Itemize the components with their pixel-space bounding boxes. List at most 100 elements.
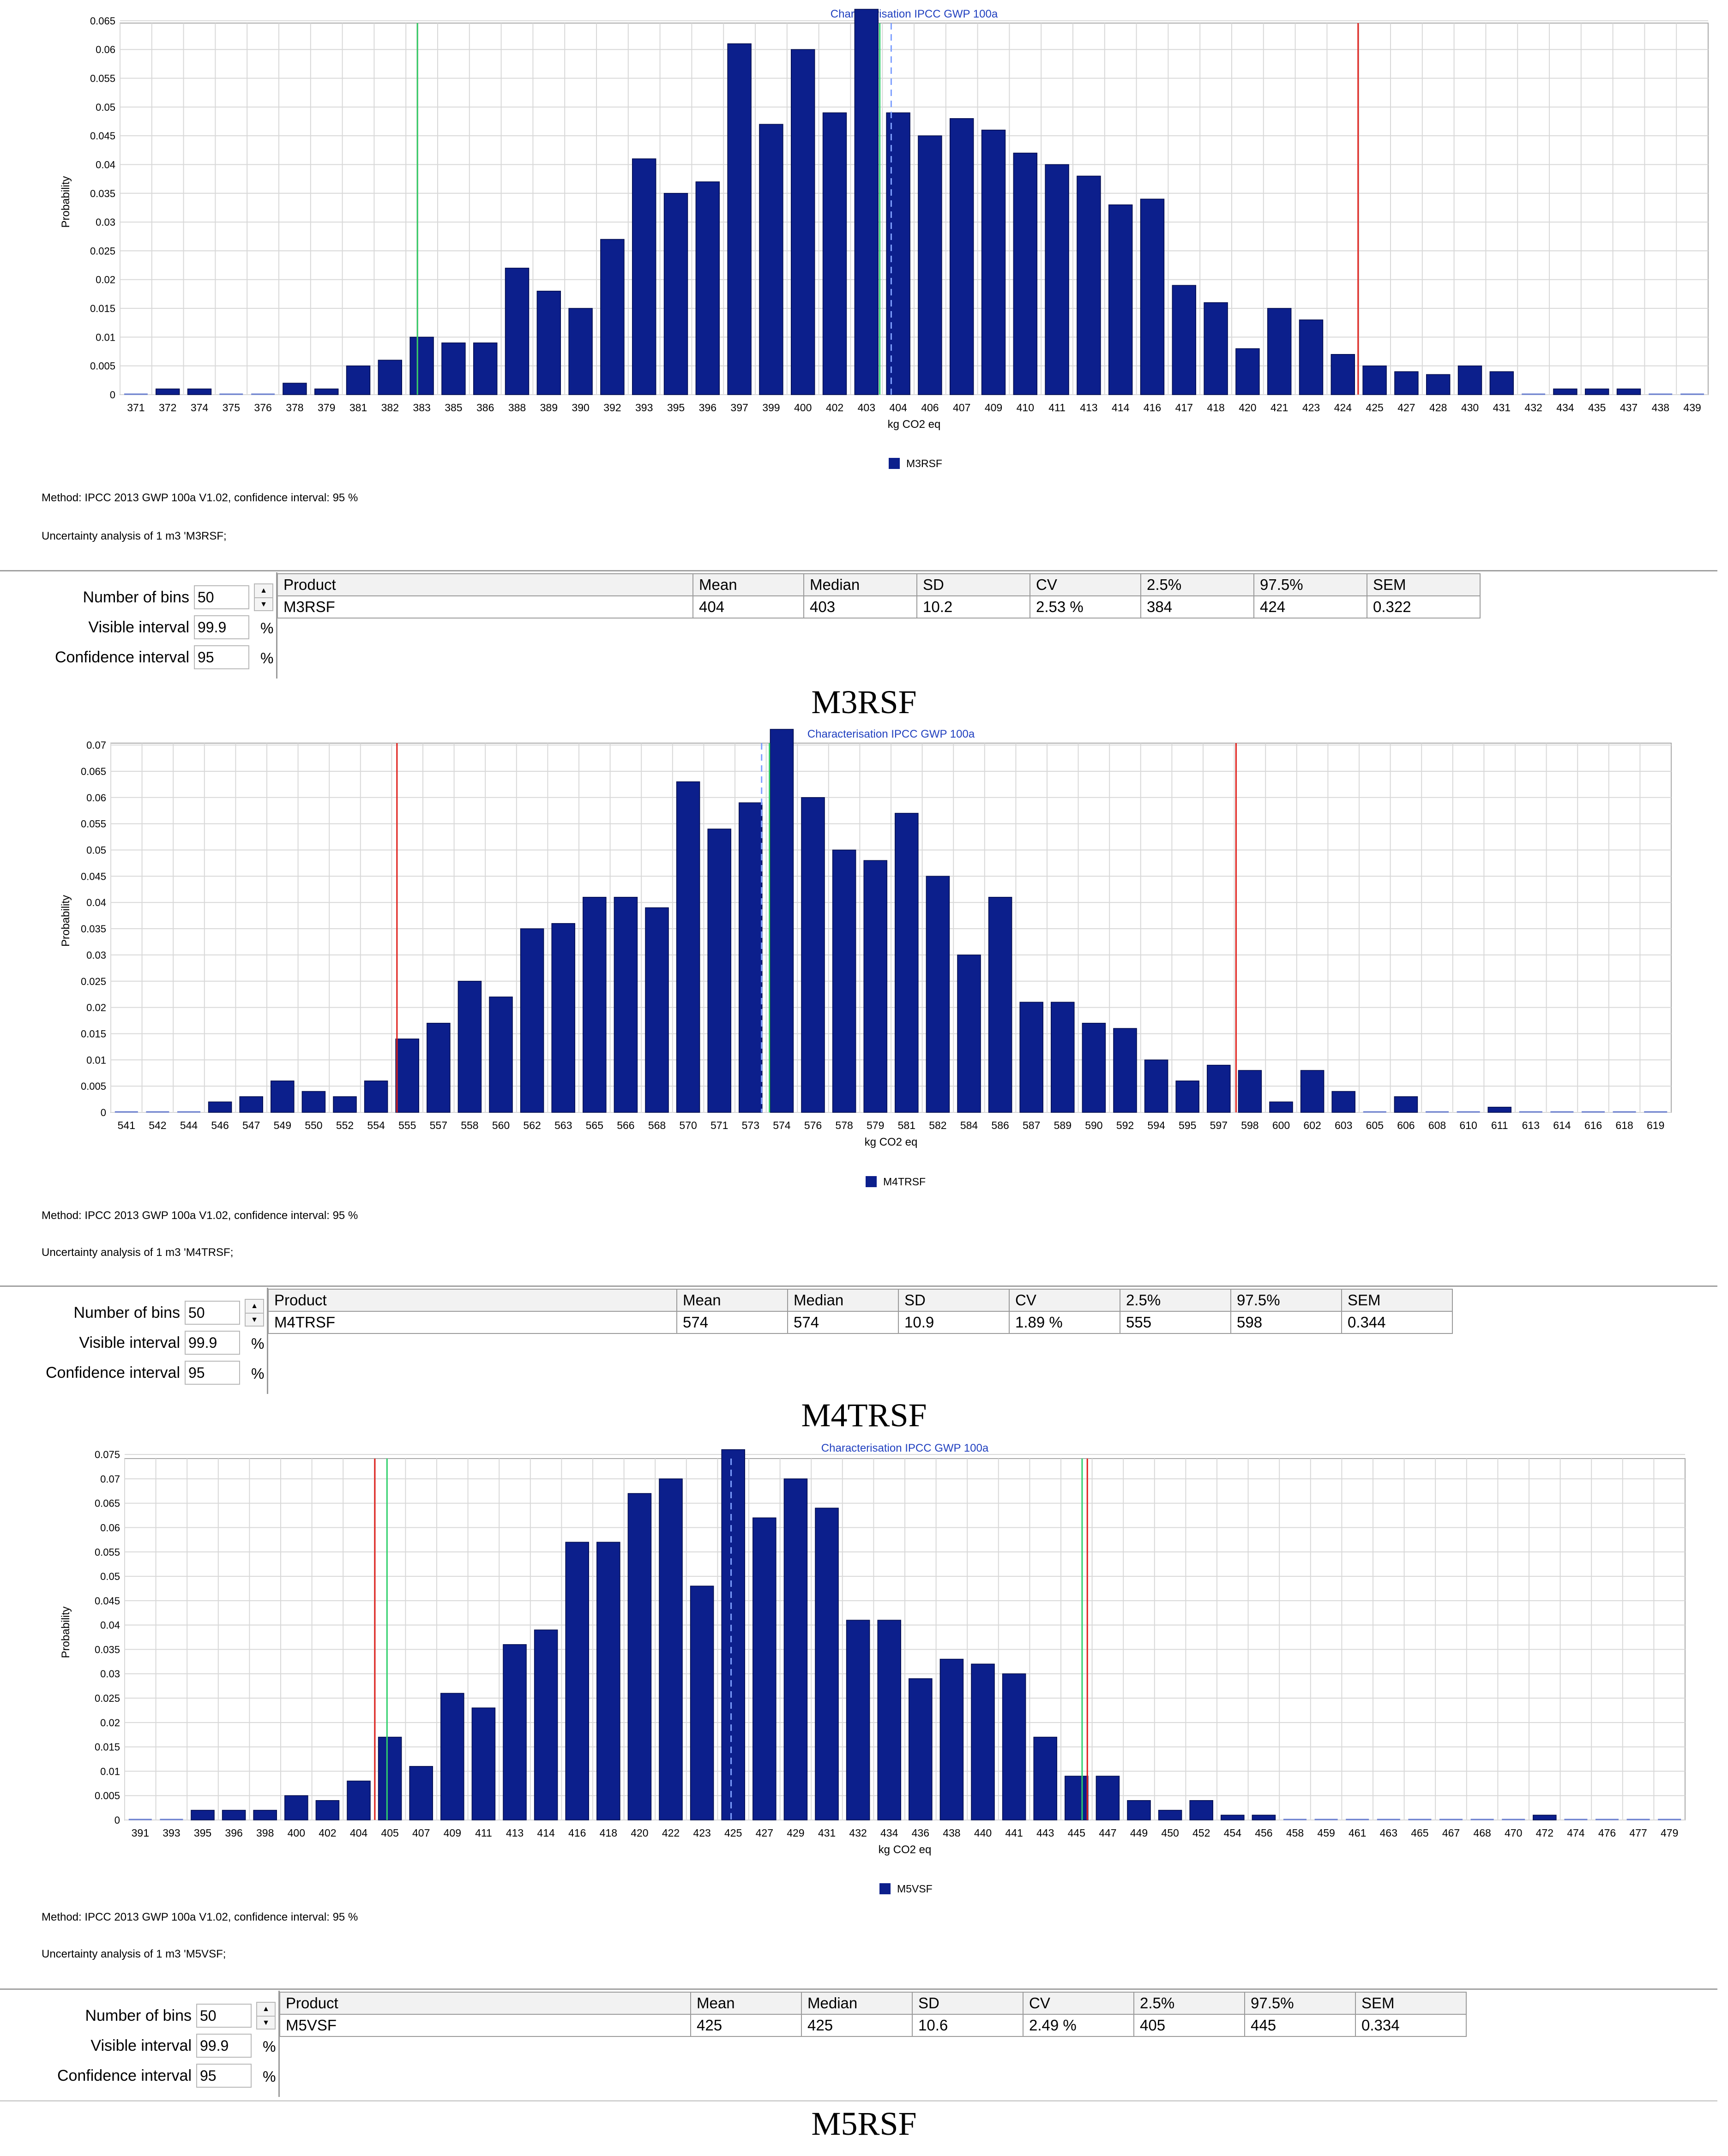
bar: [1172, 285, 1197, 395]
col-2p5: 2.5%: [1133, 1992, 1245, 2015]
bar: [854, 9, 879, 395]
x-tick-label: 589: [1054, 1119, 1072, 1131]
y-tick-label: 0.06: [100, 1522, 120, 1533]
x-tick-label: 605: [1366, 1119, 1384, 1131]
x-tick-label: 383: [413, 402, 430, 414]
x-tick-label: 431: [818, 1827, 836, 1839]
x-tick-label: 463: [1380, 1827, 1397, 1839]
bins-spinner[interactable]: ▲ ▼: [245, 1299, 264, 1327]
x-tick-label: 606: [1397, 1119, 1415, 1131]
bins-input[interactable]: 50: [196, 2004, 252, 2028]
col-cv: CV: [1030, 573, 1141, 596]
divider: [0, 570, 1717, 571]
bar: [1331, 354, 1355, 395]
spin-down-icon[interactable]: ▼: [246, 1313, 263, 1326]
x-tick-label: 542: [149, 1119, 166, 1131]
x-tick-label: 449: [1130, 1827, 1148, 1839]
stats-table: Product Mean Median SD CV 2.5% 97.5% SEM…: [277, 573, 1481, 619]
spin-down-icon[interactable]: ▼: [255, 597, 272, 610]
bar: [1426, 374, 1451, 395]
y-tick-label: 0: [110, 389, 115, 401]
bar: [783, 1478, 808, 1820]
bar: [284, 1795, 308, 1820]
bins-input[interactable]: 50: [194, 585, 249, 609]
visible-label: Visible interval: [79, 1334, 180, 1351]
figure-caption: M5RSF: [811, 2105, 917, 2142]
col-mean: Mean: [690, 1992, 802, 2015]
table-row[interactable]: M3RSF 404 403 10.2 2.53 % 384 424 0.322: [277, 595, 1481, 619]
bar: [770, 729, 794, 1113]
y-tick-label: 0.035: [95, 1644, 120, 1655]
table-row[interactable]: M5VSF 425 425 10.6 2.49 % 405 445 0.334: [279, 2014, 1467, 2037]
y-tick-label: 0.015: [95, 1742, 120, 1753]
bar: [971, 1664, 995, 1820]
bins-label: Number of bins: [83, 589, 189, 606]
col-2p5: 2.5%: [1120, 1289, 1231, 1312]
bar: [1207, 1064, 1231, 1113]
legend-swatch: [889, 458, 900, 469]
x-tick-label: 393: [635, 402, 653, 414]
figure-caption: M3RSF: [811, 684, 917, 721]
bar: [378, 1736, 402, 1820]
x-tick-label: 407: [412, 1827, 430, 1839]
bar: [1362, 365, 1387, 395]
x-tick-label: 461: [1349, 1827, 1366, 1839]
bar: [520, 928, 544, 1113]
visible-label: Visible interval: [90, 2037, 192, 2054]
histogram-chart: Characterisation IPCC GWP 100a00.0050.01…: [60, 8, 1709, 469]
x-tick-label: 382: [381, 402, 399, 414]
bar: [565, 1542, 589, 1820]
bar: [534, 1629, 558, 1820]
x-tick-label: 562: [523, 1119, 541, 1131]
bins-spinner[interactable]: ▲ ▼: [256, 2002, 276, 2030]
x-tick-label: 395: [194, 1827, 211, 1839]
y-tick-label: 0.02: [86, 1002, 106, 1014]
y-tick-label: 0.075: [95, 1449, 120, 1460]
x-tick-label: 445: [1068, 1827, 1085, 1839]
legend-swatch: [866, 1176, 877, 1187]
legend-label: M5VSF: [897, 1883, 933, 1895]
cell-2p5: 405: [1133, 2014, 1245, 2037]
col-sem: SEM: [1367, 573, 1481, 596]
table-row[interactable]: M4TRSF 574 574 10.9 1.89 % 555 598 0.344: [268, 1311, 1453, 1334]
y-tick-label: 0.005: [95, 1790, 120, 1802]
bar: [409, 1766, 433, 1820]
bar: [583, 897, 607, 1113]
spin-down-icon[interactable]: ▼: [257, 2016, 275, 2029]
uncertainty-text: Uncertainty analysis of 1 m3 'M5VSF;: [42, 1948, 226, 1960]
x-axis-title: kg CO2 eq: [865, 1136, 918, 1148]
bar: [1394, 1096, 1418, 1113]
confidence-input[interactable]: 95: [185, 1361, 240, 1385]
y-tick-label: 0.025: [95, 1693, 120, 1704]
visible-input[interactable]: 99.9: [196, 2034, 252, 2058]
confidence-input[interactable]: 95: [194, 645, 249, 669]
visible-input[interactable]: 99.9: [194, 615, 249, 639]
spin-up-icon[interactable]: ▲: [262, 2005, 270, 2013]
x-tick-label: 610: [1459, 1119, 1477, 1131]
y-tick-label: 0.05: [86, 845, 106, 856]
x-tick-label: 416: [1144, 402, 1161, 414]
y-tick-label: 0.025: [90, 245, 115, 257]
x-tick-label: 437: [1620, 402, 1638, 414]
x-tick-label: 581: [898, 1119, 915, 1131]
spin-up-icon[interactable]: ▲: [260, 587, 267, 595]
bar: [645, 907, 669, 1113]
col-mean: Mean: [692, 573, 804, 596]
visible-input[interactable]: 99.9: [185, 1331, 240, 1355]
x-tick-label: 388: [508, 402, 526, 414]
x-tick-label: 409: [985, 402, 1002, 414]
stats-table: Product Mean Median SD CV 2.5% 97.5% SEM…: [279, 1992, 1467, 2037]
bar: [489, 997, 513, 1113]
bar: [1140, 198, 1165, 395]
col-97p5: 97.5%: [1230, 1289, 1342, 1312]
spin-up-icon[interactable]: ▲: [251, 1302, 258, 1310]
bar: [1252, 1814, 1276, 1820]
confidence-input[interactable]: 95: [196, 2064, 252, 2088]
bar: [378, 360, 403, 395]
x-tick-label: 438: [943, 1827, 960, 1839]
x-tick-label: 598: [1241, 1119, 1258, 1131]
bins-input[interactable]: 50: [185, 1301, 240, 1325]
bar: [1235, 348, 1260, 395]
bins-spinner[interactable]: ▲ ▼: [254, 583, 273, 611]
x-tick-label: 425: [1366, 402, 1383, 414]
